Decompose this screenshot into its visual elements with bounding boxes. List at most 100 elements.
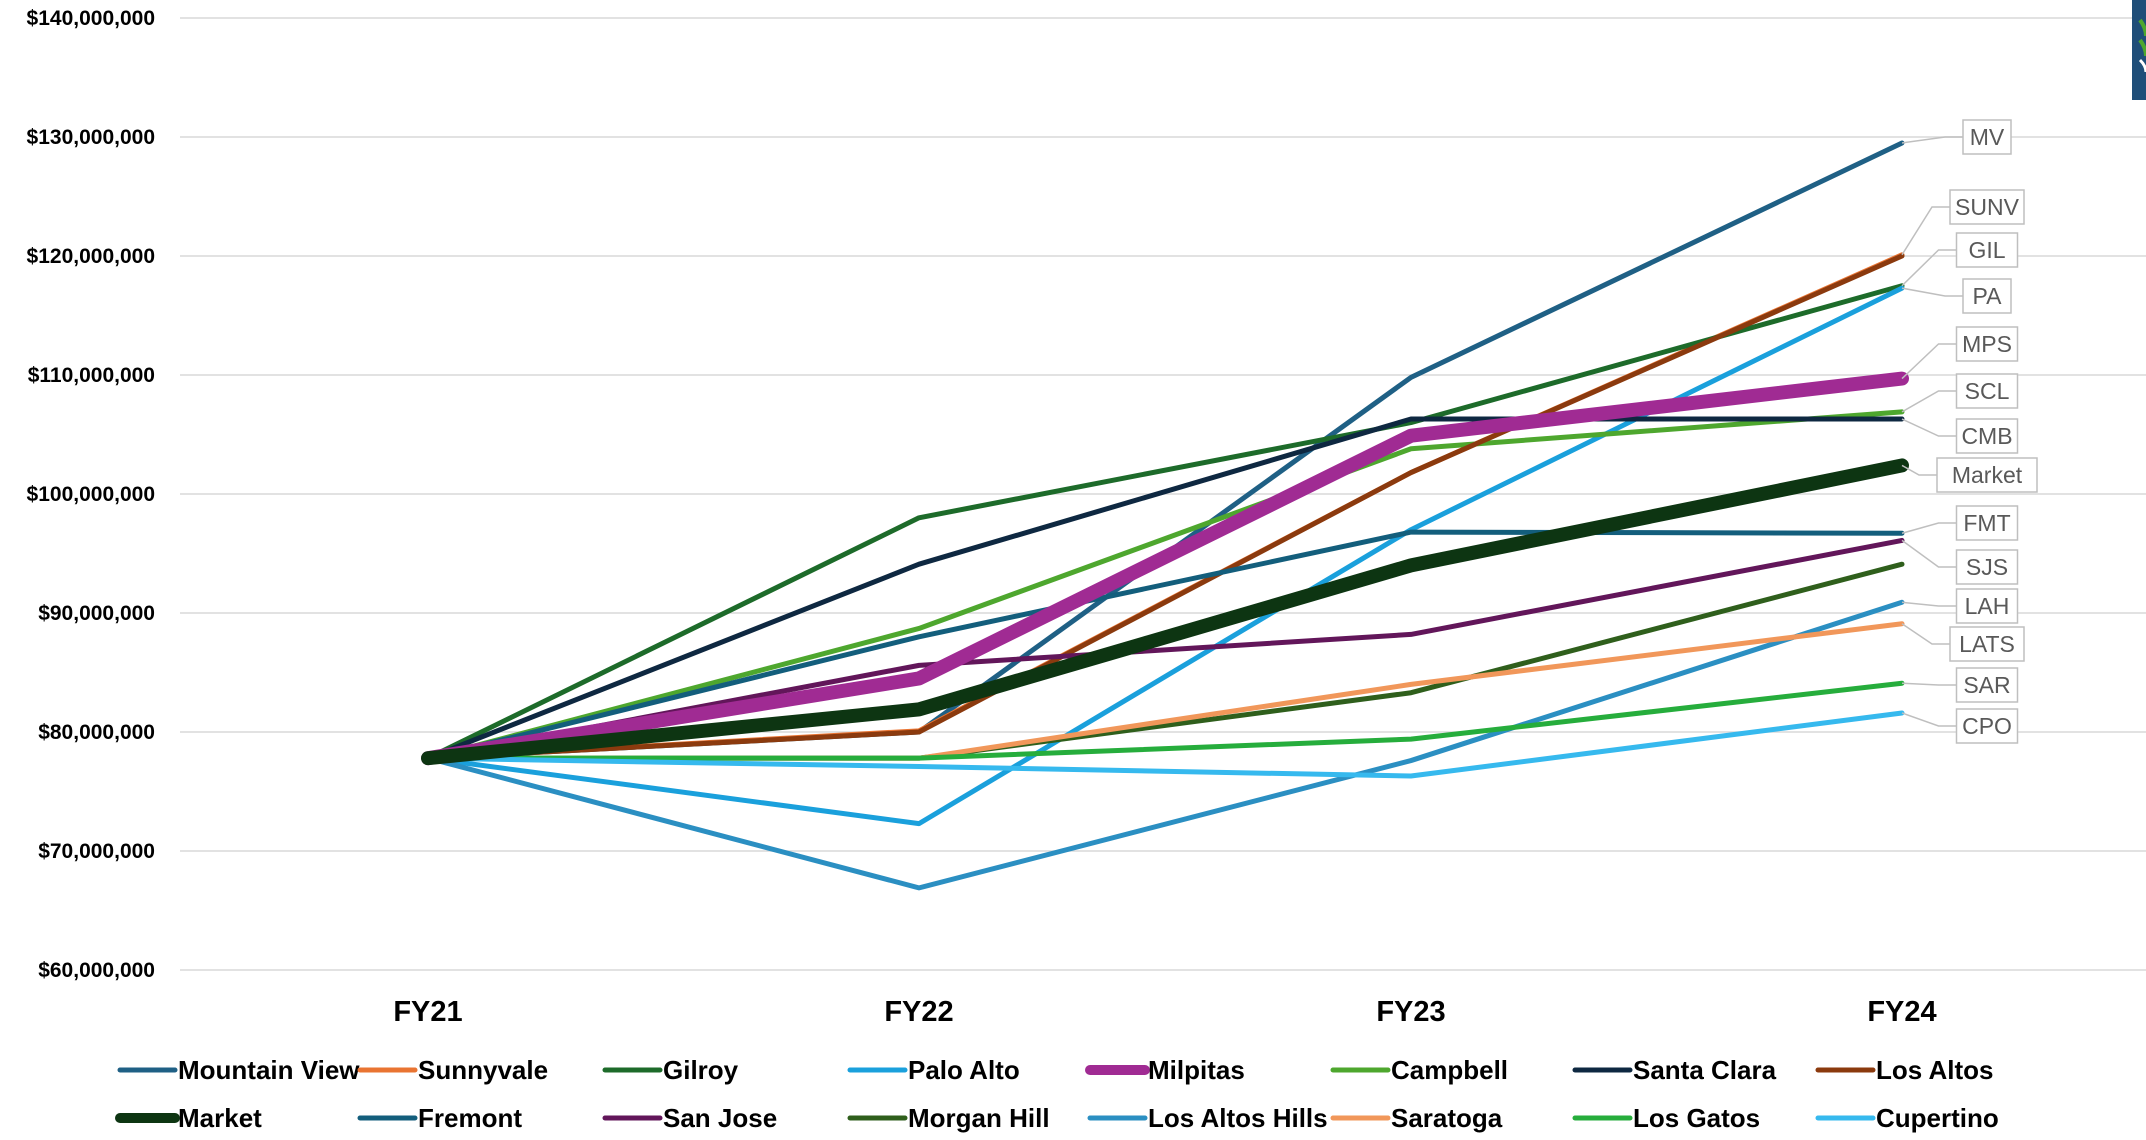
legend-item-sunnyvale: Sunnyvale (357, 1055, 548, 1085)
y-axis-ticks: $60,000,000 $70,000,000 $80,000,000 $90,000… (27, 7, 155, 982)
callout-label: SAR (1963, 672, 2010, 698)
legend-label: Saratoga (1391, 1103, 1503, 1133)
legend: Mountain View Sunnyvale Gilroy Palo Alto Mil… (115, 1055, 1999, 1133)
legend-item-palo-alto: Palo Alto (847, 1055, 1020, 1085)
callout-box (1955, 505, 2019, 541)
callout-leader-line (1901, 601, 1957, 607)
callout-leader-line (1901, 712, 1957, 727)
legend-item-mountain-view: Mountain View (117, 1055, 360, 1085)
callout-box (1955, 667, 2019, 703)
callout-label: MPS (1962, 331, 2012, 357)
callout-leader-line (1901, 390, 1957, 413)
callout-label: CPO (1962, 713, 2012, 739)
y-tick-label: $140,000,000 (27, 7, 155, 30)
series-line-los-altos-hills (425, 599, 1905, 891)
y-tick-label: $80,000,000 (38, 721, 155, 744)
callout-leader-line (1901, 539, 1957, 568)
legend-item-los-gatos: Los Gatos (1572, 1103, 1760, 1133)
x-tick-label: FY24 (1867, 996, 1936, 1028)
legend-label: Milpitas (1148, 1055, 1245, 1085)
legend-label: Campbell (1391, 1055, 1508, 1085)
callout-box (1955, 373, 2019, 409)
series-callouts: MV SUNV GIL PA MPS SCL CMB Market FMT SJS LAH LATS S… (1901, 119, 2038, 744)
y-tick-label: $90,000,000 (38, 602, 155, 625)
y-tick-label: $100,000,000 (27, 483, 155, 506)
callout-label: SJS (1966, 554, 2008, 580)
series-line-market (421, 458, 1909, 766)
series-line-los-gatos (425, 680, 1905, 761)
series-line-fremont (425, 529, 1905, 761)
legend-label: San Jose (663, 1103, 777, 1133)
legend-label: Cupertino (1876, 1103, 1999, 1133)
series-line-cupertino (425, 710, 1905, 779)
callout-leader-line (1901, 522, 1957, 534)
callout-leader-line (1901, 343, 1957, 380)
callout-label: CMB (1961, 423, 2012, 449)
y-tick-label: $130,000,000 (27, 126, 155, 149)
series-lines (421, 140, 1909, 891)
legend-label: Los Altos Hills (1148, 1103, 1328, 1133)
callout-leader-line (1901, 206, 1950, 256)
callout-leader-line (1901, 287, 1963, 297)
callout-label: LAH (1965, 593, 2010, 619)
y-tick-label: $60,000,000 (38, 959, 155, 982)
legend-item-san-jose: San Jose (602, 1103, 777, 1133)
callout-box (1955, 708, 2019, 744)
callout-label: PA (1973, 283, 2003, 309)
legend-item-cupertino: Cupertino (1815, 1103, 1999, 1133)
series-line-mountain-view (425, 140, 1905, 761)
legend-label: Gilroy (663, 1055, 739, 1085)
legend-item-milpitas: Milpitas (1085, 1055, 1245, 1085)
legend-item-santa-clara: Santa Clara (1572, 1055, 1777, 1085)
callout-label: SUNV (1955, 194, 2020, 220)
callout-leader-line (1901, 682, 1957, 686)
legend-item-morgan-hill: Morgan Hill (847, 1103, 1050, 1133)
callout-label: Market (1952, 462, 2023, 488)
legend-item-market: Market (115, 1103, 262, 1133)
callout-box (1936, 457, 2038, 493)
series-line-milpitas (421, 371, 1909, 766)
callout-box (1955, 232, 2019, 268)
x-tick-label: FY21 (393, 996, 462, 1028)
legend-item-saratoga: Saratoga (1330, 1103, 1503, 1133)
callout-leader-line (1901, 464, 1937, 476)
legend-label: Los Altos (1876, 1055, 1993, 1085)
callout-label: FMT (1963, 510, 2010, 536)
callout-label: MV (1970, 124, 2005, 150)
callout-leader-line (1901, 249, 1957, 287)
legend-label: Morgan Hill (908, 1103, 1050, 1133)
callout-box (1962, 119, 2012, 155)
x-tick-label: FY23 (1376, 996, 1445, 1028)
callout-label: LATS (1959, 631, 2015, 657)
series-line-campbell (425, 409, 1905, 761)
callout-box (1962, 278, 2012, 314)
x-tick-label: FY22 (884, 996, 953, 1028)
legend-item-los-altos: Los Altos (1815, 1055, 1993, 1085)
legend-item-los-altos-hills: Los Altos Hills (1087, 1103, 1328, 1133)
y-tick-label: $110,000,000 (28, 364, 155, 387)
callout-box (1955, 418, 2019, 454)
x-axis-ticks: FY21 FY22 FY23 FY24 (393, 996, 1936, 1028)
y-tick-label: $70,000,000 (38, 840, 155, 863)
callout-leader-line (1901, 136, 1963, 144)
legend-label: Palo Alto (908, 1055, 1020, 1085)
series-line-gilroy (425, 283, 1905, 761)
callout-label: SCL (1965, 378, 2010, 404)
legend-item-campbell: Campbell (1330, 1055, 1508, 1085)
cropped-logo-icon (2132, 0, 2146, 100)
legend-label: Mountain View (178, 1055, 360, 1085)
callout-box (1955, 549, 2019, 585)
legend-label: Market (178, 1103, 262, 1133)
callout-label: GIL (1968, 237, 2005, 263)
legend-item-fremont: Fremont (357, 1103, 522, 1133)
y-tick-label: $120,000,000 (27, 245, 155, 268)
callout-box (1949, 626, 2025, 662)
legend-label: Los Gatos (1633, 1103, 1760, 1133)
callout-box (1955, 588, 2019, 624)
series-line-los-altos (425, 253, 1905, 761)
callout-box (1955, 326, 2019, 362)
callout-leader-line (1901, 418, 1957, 437)
legend-label: Santa Clara (1633, 1055, 1777, 1085)
